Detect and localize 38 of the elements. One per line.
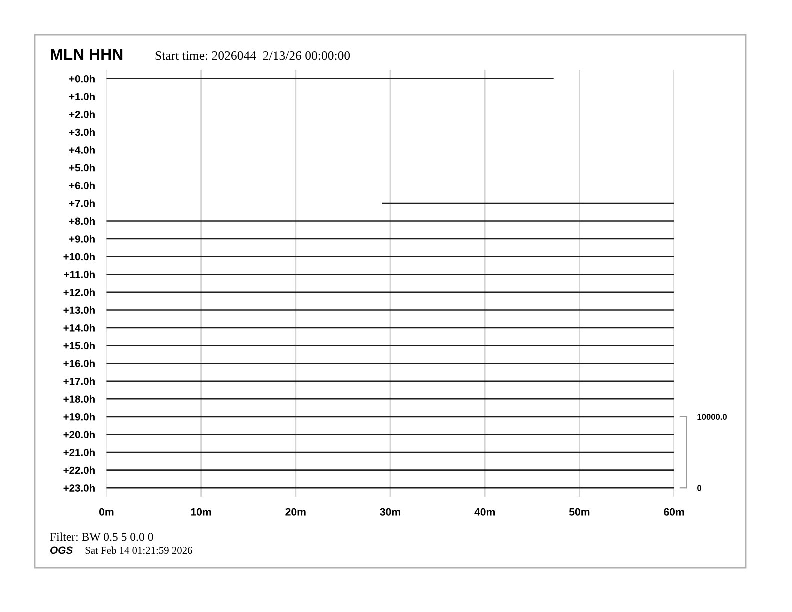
y-tick-label: +4.0h: [69, 146, 95, 154]
y-tick-label: +3.0h: [69, 128, 95, 136]
y-tick-label: +11.0h: [64, 270, 95, 278]
x-tick-label: 40m: [474, 508, 496, 516]
text: Sat Feb 14 01:21:59 2026: [86, 546, 192, 554]
y-tick-label: +0.0h: [69, 75, 95, 83]
y-tick-label: +9.0h: [69, 235, 95, 243]
text: OGS: [50, 546, 74, 554]
y-tick-label: +10.0h: [64, 253, 95, 261]
y-tick-label: +18.0h: [64, 395, 95, 403]
y-tick-label: +21.0h: [64, 448, 95, 456]
y-tick-label: +5.0h: [69, 164, 95, 172]
y-tick-label: +17.0h: [64, 378, 95, 386]
y-tick-label: +2.0h: [69, 110, 95, 118]
y-tick-label: +14.0h: [64, 324, 95, 332]
y-tick-label: +19.0h: [64, 413, 95, 421]
x-tick-label: 0m: [99, 508, 114, 516]
y-tick-label: +6.0h: [69, 182, 95, 190]
y-tick-label: +22.0h: [64, 466, 95, 474]
y-tick-label: +15.0h: [64, 342, 95, 350]
x-tick-label: 60m: [664, 508, 684, 516]
text: Filter: BW 0.5 5 0.0 0: [50, 532, 154, 542]
y-tick-label: +1.0h: [69, 92, 95, 101]
chart-title: MLN HHN: [51, 49, 123, 60]
x-tick-label: 50m: [569, 508, 590, 516]
y-tick-label: +12.0h: [64, 288, 95, 296]
y-tick-label: +20.0h: [64, 431, 95, 439]
y-tick-label: +23.0h: [64, 484, 95, 492]
y-tick-label: +8.0h: [69, 218, 95, 226]
y-tick-label: +16.0h: [64, 360, 95, 368]
y-tick-label: +13.0h: [64, 306, 95, 314]
x-tick-label: 20m: [286, 508, 306, 516]
chart-subtitle: Start time: 2026044 2/13/26 00:00:00: [156, 52, 350, 60]
y-tick-label: +7.0h: [69, 200, 95, 208]
y2-tick-label: 10000.0: [698, 414, 727, 420]
x-tick-label: 10m: [191, 508, 212, 516]
y2-tick-label: 0: [698, 485, 702, 492]
x-tick-label: 30m: [380, 508, 400, 516]
